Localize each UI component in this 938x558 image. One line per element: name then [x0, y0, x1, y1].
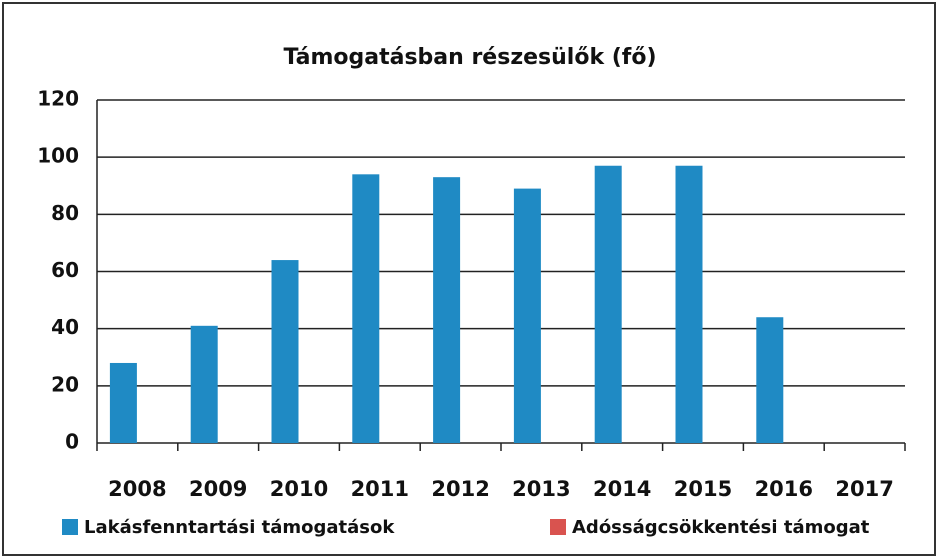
- bar: [756, 317, 784, 443]
- legend-label: Adósságcsökkentési támogat: [572, 517, 870, 538]
- x-tick-label: 2015: [674, 477, 732, 501]
- bar: [352, 174, 380, 444]
- x-tick-label: 2010: [270, 477, 328, 501]
- x-tick-label: 2016: [755, 477, 813, 501]
- x-tick-label: 2009: [189, 477, 247, 501]
- bar: [513, 188, 541, 443]
- x-tick-label: 2012: [431, 477, 489, 501]
- x-tick-label: 2017: [835, 477, 893, 501]
- x-tick-label: 2011: [351, 477, 409, 501]
- y-tick-label: 60: [51, 258, 79, 282]
- legend-swatch: [550, 519, 566, 535]
- legend-swatch: [62, 519, 78, 535]
- y-tick-label: 40: [51, 315, 79, 339]
- chart-title: Támogatásban részesülők (fő): [283, 45, 656, 70]
- bar: [190, 325, 218, 443]
- x-tick-label: 2008: [108, 477, 166, 501]
- y-tick-label: 0: [65, 430, 79, 454]
- y-tick-label: 120: [37, 87, 79, 111]
- x-tick-label: 2013: [512, 477, 570, 501]
- bar: [594, 165, 622, 443]
- legend-label: Lakásfenntartási támogatások: [84, 517, 395, 538]
- bar: [675, 165, 703, 443]
- bar: [271, 260, 299, 443]
- y-tick-label: 20: [51, 372, 79, 396]
- bar: [109, 362, 137, 443]
- bar: [433, 177, 461, 444]
- x-tick-label: 2014: [593, 477, 651, 501]
- y-tick-label: 80: [51, 201, 79, 225]
- y-tick-label: 100: [37, 144, 79, 168]
